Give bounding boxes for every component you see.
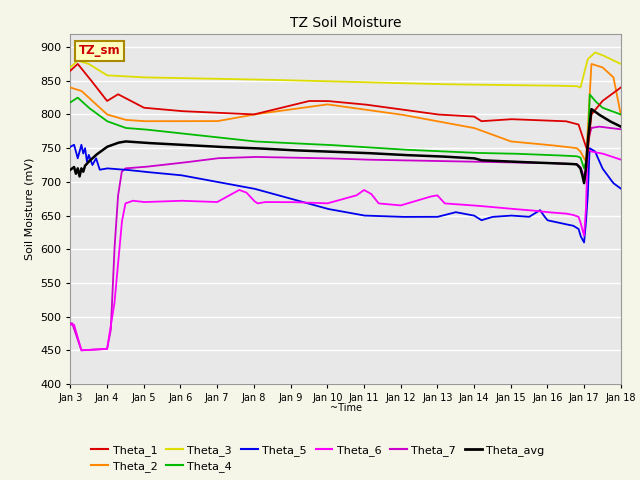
Text: TZ_sm: TZ_sm	[79, 44, 120, 57]
Legend: Theta_1, Theta_2, Theta_3, Theta_4, Theta_5, Theta_6, Theta_7, Theta_avg: Theta_1, Theta_2, Theta_3, Theta_4, Thet…	[87, 440, 548, 477]
Y-axis label: Soil Moisture (mV): Soil Moisture (mV)	[25, 157, 35, 260]
Title: TZ Soil Moisture: TZ Soil Moisture	[290, 16, 401, 30]
X-axis label: ~Time: ~Time	[330, 403, 362, 413]
